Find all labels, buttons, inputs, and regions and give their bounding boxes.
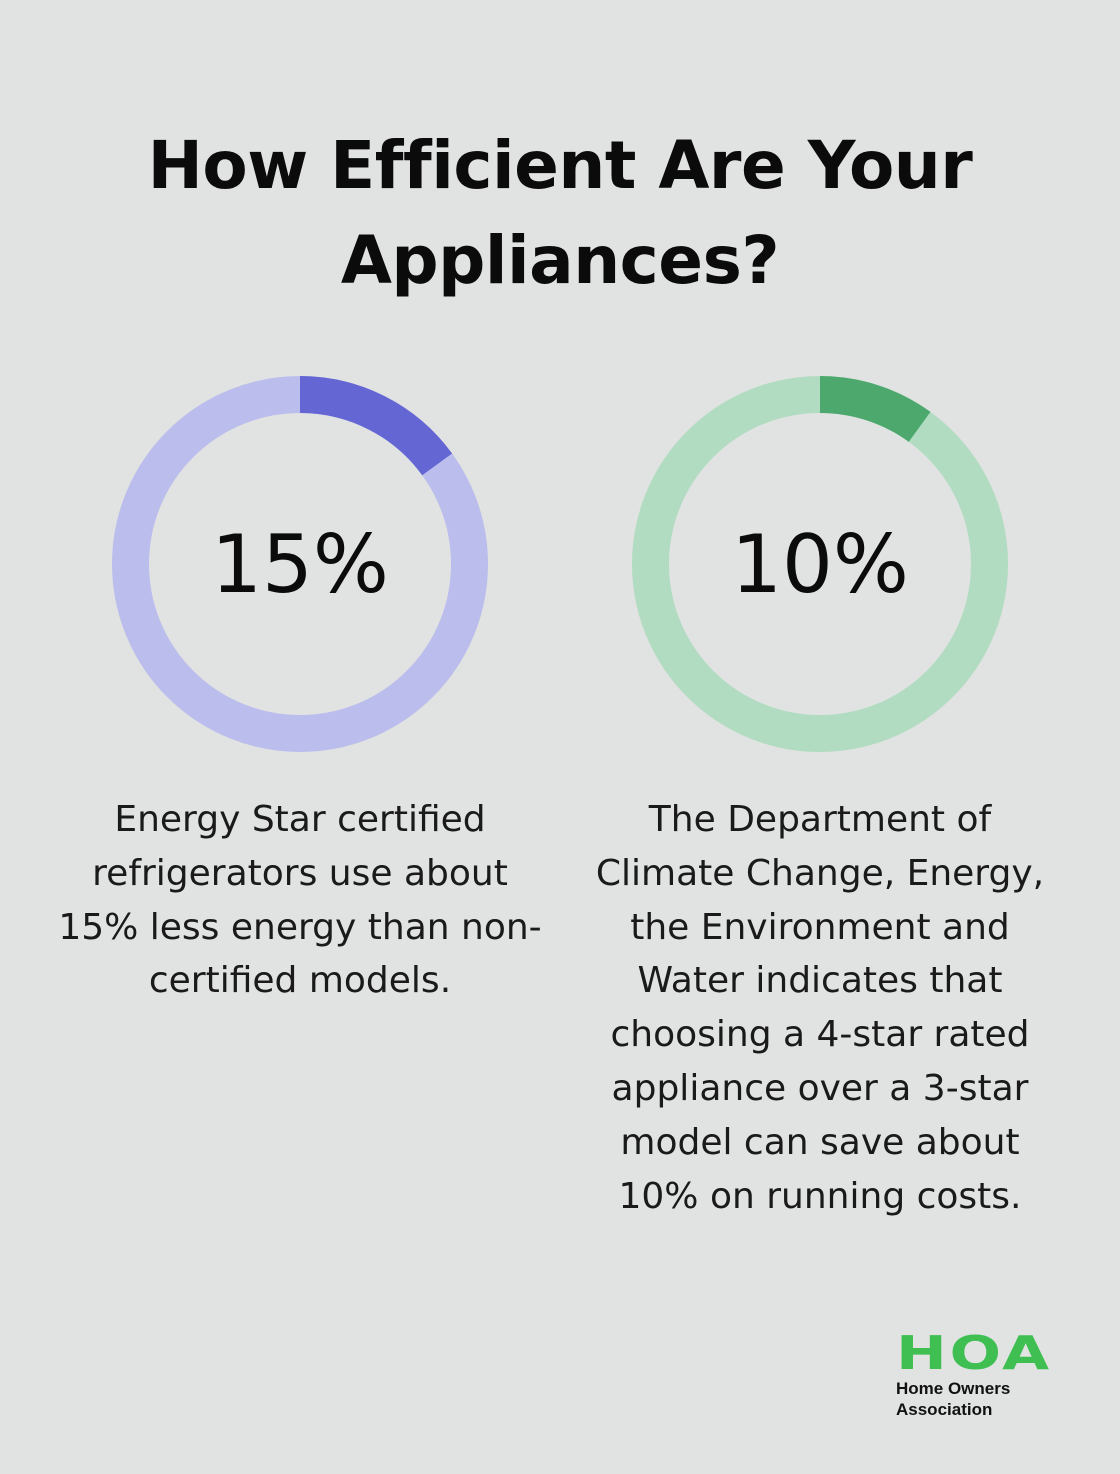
donut-value-label: 15%	[211, 518, 389, 611]
title-line-1: How Efficient Are Your	[147, 127, 973, 204]
stat-description-star-rating: The Department of Climate Change, Energy…	[570, 793, 1070, 1223]
title-line-2: Appliances?	[340, 222, 780, 299]
description-line: Water indicates that	[637, 960, 1003, 1002]
stat-card-star-rating: 10%	[630, 374, 1010, 754]
donut-value-arc	[819, 376, 931, 443]
description-line: model can save about	[620, 1121, 1020, 1163]
description-line: 15% less energy than non-	[58, 906, 542, 948]
description-line: certified models.	[148, 960, 452, 1002]
description-line: Climate Change, Energy,	[595, 852, 1045, 894]
description-line: 10% on running costs.	[618, 1175, 1022, 1217]
logo-wordmark: Home Owners Association	[896, 1378, 1066, 1420]
description-line: refrigerators use about	[92, 852, 508, 894]
description-line: Energy Star certified	[114, 799, 486, 840]
donut-value-arc	[299, 376, 453, 476]
page-title: How Efficient Are Your Appliances?	[0, 118, 1120, 308]
description-line: The Department of	[648, 799, 992, 840]
description-line: appliance over a 3-star	[611, 1067, 1029, 1109]
description-line: choosing a 4-star rated	[610, 1014, 1030, 1056]
donut-value-label: 10%	[731, 518, 909, 611]
stat-description-refrigerators: Energy Star certified refrigerators use …	[50, 793, 550, 1008]
logo-line-1: Home Owners	[896, 1379, 1011, 1398]
donut-chart-10: 10%	[632, 376, 1008, 752]
logo-line-2: Association	[896, 1400, 993, 1419]
donut-chart-15: 15%	[112, 376, 488, 752]
hoa-logo: HOA Home Owners Association	[896, 1330, 1066, 1420]
description-line: the Environment and	[630, 906, 1010, 948]
logo-mark: HOA	[896, 1326, 1052, 1380]
stat-card-refrigerators: 15%	[110, 374, 490, 754]
